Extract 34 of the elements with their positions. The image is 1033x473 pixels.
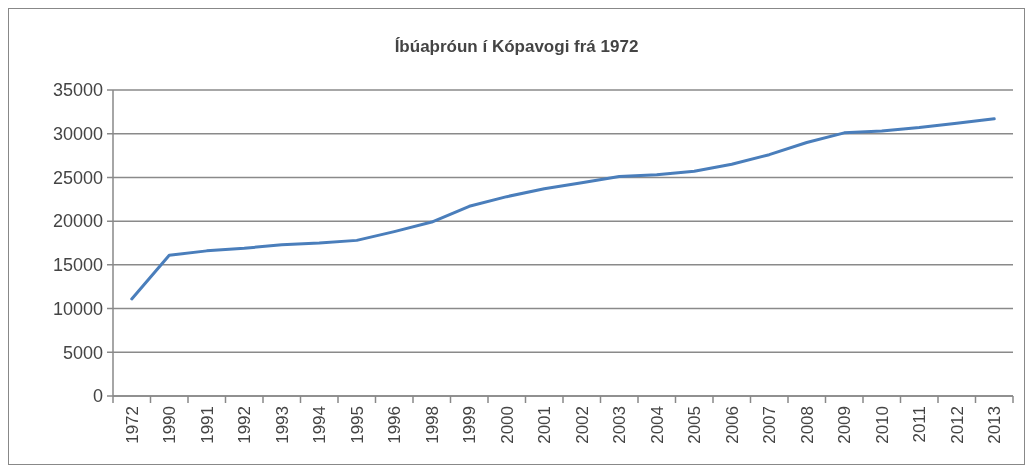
- x-tick-label: 2013: [985, 406, 1005, 444]
- x-tick-label: 1994: [310, 406, 330, 444]
- y-tick-label: 25000: [52, 167, 103, 188]
- x-tick-label: 1993: [272, 406, 292, 444]
- x-tick-label: 2000: [497, 406, 517, 444]
- x-tick-label: 1992: [235, 406, 255, 444]
- x-tick-label: 2006: [722, 406, 742, 444]
- y-tick-label: 5000: [62, 342, 103, 363]
- x-tick-label: 2001: [535, 406, 555, 444]
- y-tick-label: 20000: [52, 211, 103, 232]
- y-tick-label: 0: [92, 386, 103, 407]
- x-tick-label: 1972: [122, 406, 142, 444]
- x-tick-label: 2011: [910, 406, 930, 443]
- y-tick-label: 30000: [52, 124, 103, 145]
- y-tick-label: 10000: [52, 298, 103, 319]
- x-tick-label: 2008: [797, 406, 817, 444]
- x-tick-label: 1996: [385, 406, 405, 444]
- x-tick-label: 1999: [460, 406, 480, 444]
- x-tick-label: 2010: [872, 406, 892, 444]
- x-tick-label: 1991: [197, 406, 217, 444]
- line-series: [130, 117, 996, 301]
- x-tick-label: 1995: [347, 406, 367, 444]
- chart-title: Íbúaþróun í Kópavogi frá 1972: [394, 37, 639, 56]
- x-tick-label: 1998: [422, 406, 442, 444]
- x-tick-label: 2005: [685, 406, 705, 444]
- x-tick-label: 2003: [610, 406, 630, 444]
- x-tick-label: 2012: [947, 406, 967, 444]
- x-tick-label: 1990: [160, 406, 180, 444]
- y-tick-label: 35000: [52, 80, 103, 101]
- x-tick-label: 2009: [835, 406, 855, 444]
- x-tick-label: 2007: [760, 406, 780, 444]
- x-tick-label: 2004: [647, 406, 667, 444]
- y-tick-label: 15000: [52, 255, 103, 276]
- x-tick-label: 2002: [572, 406, 592, 444]
